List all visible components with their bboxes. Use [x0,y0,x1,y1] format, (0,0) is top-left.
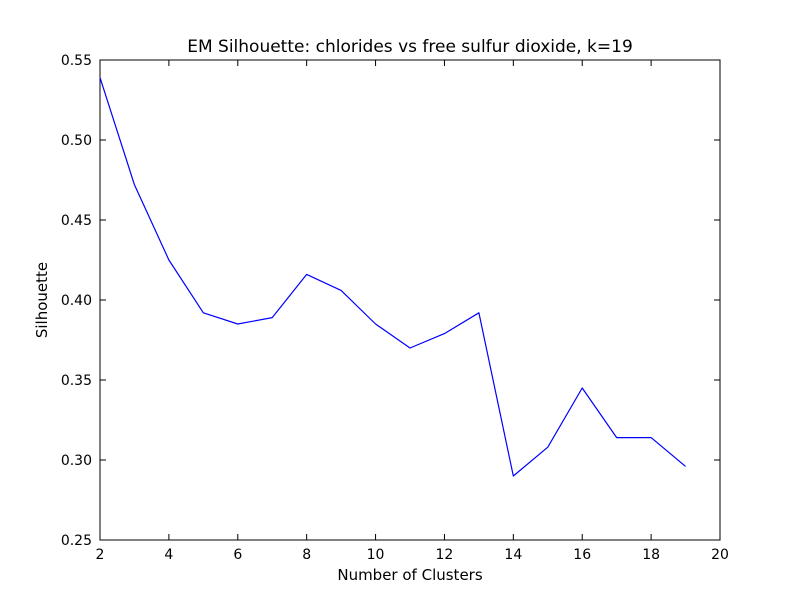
x-tick-label: 12 [436,547,454,563]
x-axis-ticks [99,60,721,540]
x-tick-label: 8 [302,547,311,563]
y-tick-label: 0.35 [61,373,92,389]
series-group [99,77,686,477]
y-axis-ticks [100,59,720,541]
x-axis-label: Number of Clusters [337,566,482,584]
x-tick-label: 16 [573,547,591,563]
plot-frame [99,59,721,541]
plot-area [99,59,721,541]
y-tick-label: 0.25 [61,533,92,549]
y-tick-label: 0.45 [61,213,92,229]
y-tick-label: 0.30 [61,453,92,469]
x-tick-label: 18 [642,547,660,563]
y-tick-label: 0.55 [61,53,92,69]
x-tick-label: 6 [233,547,242,563]
x-tick-label: 20 [711,547,729,563]
chart-title: EM Silhouette: chlorides vs free sulfur … [187,37,633,57]
y-axis-tick-labels: 0.25 0.30 0.35 0.40 0.45 0.50 0.55 [61,53,92,549]
x-tick-label: 14 [504,547,522,563]
y-tick-label: 0.50 [61,133,92,149]
y-tick-label: 0.40 [61,293,92,309]
x-tick-label: 4 [164,547,173,563]
silhouette-line [99,77,686,477]
x-tick-label: 2 [96,547,105,563]
x-tick-label: 10 [367,547,385,563]
y-axis-label: Silhouette [33,262,51,338]
x-axis-tick-labels: 2 4 6 8 10 12 14 16 18 20 [96,547,729,563]
